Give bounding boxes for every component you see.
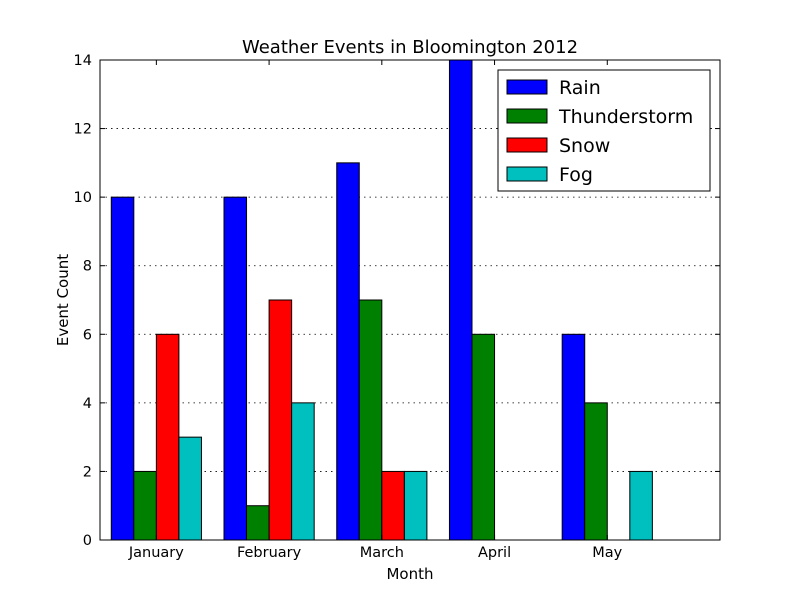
bar-rain-april <box>448 59 473 541</box>
y-tick-label: 2 <box>83 464 92 480</box>
y-tick-label: 14 <box>74 53 92 69</box>
bar-thunderstorm-may <box>584 402 608 541</box>
chart-title: Weather Events in Bloomington 2012 <box>242 37 578 58</box>
bar-fog-march <box>403 470 428 541</box>
bar-rain-february <box>223 196 248 541</box>
bar-thunderstorm-march <box>358 299 383 541</box>
legend-swatch <box>506 166 548 182</box>
legend-label: Snow <box>559 135 610 157</box>
y-tick-label: 4 <box>83 396 92 412</box>
x-tick-label: March <box>360 545 404 561</box>
y-tick-label: 6 <box>83 327 92 343</box>
legend-swatch <box>506 79 548 95</box>
bar-rain-may <box>561 333 586 541</box>
y-axis-label: Event Count <box>54 254 72 346</box>
x-tick-label: February <box>237 545 302 561</box>
legend-swatch <box>506 137 548 153</box>
bar-thunderstorm-january <box>133 470 157 541</box>
bar-rain-january <box>110 196 135 541</box>
bar-thunderstorm-april <box>471 333 496 541</box>
bar-fog-january <box>178 436 202 541</box>
bar-rain-march <box>336 162 360 541</box>
bar-snow-march <box>381 470 405 541</box>
legend-label: Thunderstorm <box>558 106 693 128</box>
bar-fog-may <box>629 470 653 541</box>
y-tick-label: 0 <box>83 533 92 549</box>
x-axis-label: Month <box>386 565 433 583</box>
y-tick-label: 8 <box>83 259 92 275</box>
legend-label: Rain <box>559 77 601 99</box>
legend: Rain Thunderstorm Snow Fog <box>497 69 711 192</box>
axis-ticks: 0 2 4 6 8 10 12 14 January February March April May <box>74 53 720 561</box>
x-tick-label: May <box>592 545 622 561</box>
legend-label: Fog <box>559 164 593 186</box>
y-tick-label: 12 <box>74 122 92 138</box>
plot-frame <box>99 59 721 541</box>
y-tick-label: 10 <box>74 190 92 206</box>
bar-fog-february <box>291 402 315 541</box>
x-tick-label: April <box>478 545 511 561</box>
bar-snow-january <box>155 333 180 541</box>
bar-thunderstorm-february <box>246 505 270 541</box>
bar-snow-february <box>268 299 293 541</box>
legend-swatch <box>506 108 548 124</box>
x-tick-label: January <box>128 545 184 561</box>
